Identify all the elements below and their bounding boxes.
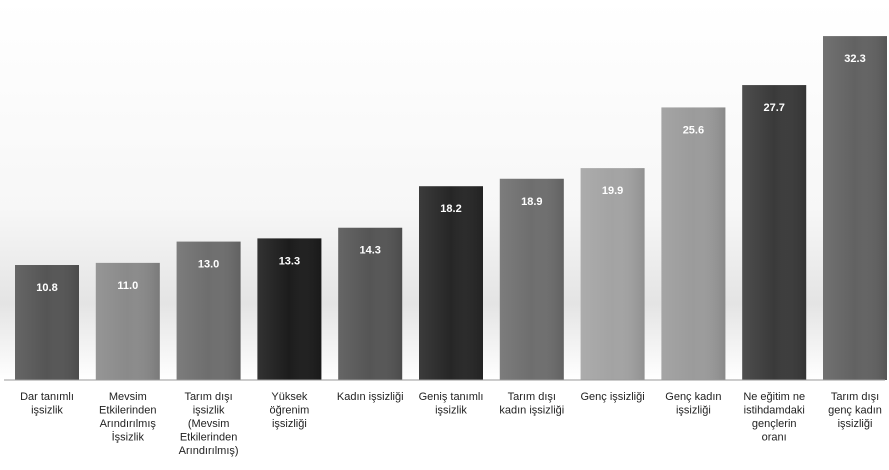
bar-group: 25.6 bbox=[661, 107, 726, 380]
bar-value-label: 10.8 bbox=[36, 282, 57, 294]
category-label-line: gençlerin bbox=[752, 418, 797, 430]
bar-shading bbox=[499, 178, 564, 380]
bar-group: 19.9 bbox=[580, 168, 645, 380]
category-label-line: Genç işsizliği bbox=[581, 391, 645, 403]
category-label-line: (Mevsim bbox=[188, 418, 230, 430]
bar-value-label: 11.0 bbox=[117, 280, 138, 292]
bar-group: 32.3 bbox=[823, 36, 887, 380]
bar-group: 14.3 bbox=[338, 227, 403, 380]
category-label-line: istihdamdaki bbox=[744, 405, 805, 417]
category-label-line: İşsizlik bbox=[112, 431, 145, 444]
bar-shading bbox=[176, 241, 241, 380]
bars-layer: 10.8 11.0 13.0 13.3 14.3 18.2 18.9 19.9 25.6 27.7… bbox=[15, 36, 887, 380]
category-label: Tarım dışı genç kadın işsizliği bbox=[828, 391, 882, 430]
bar-shading bbox=[419, 186, 483, 380]
bar-shading bbox=[580, 168, 645, 380]
category-label-line: oranı bbox=[762, 432, 787, 444]
bar-value-label: 19.9 bbox=[602, 185, 623, 197]
bar-group: 18.2 bbox=[419, 186, 483, 380]
category-label: Mevsim Etkilerinden Arındırılmış İşsizlik bbox=[99, 391, 156, 444]
category-label-line: işsizliği bbox=[838, 418, 873, 430]
bar-value-label: 18.9 bbox=[521, 196, 542, 208]
bar-shading bbox=[257, 238, 322, 380]
bar-group: 11.0 bbox=[95, 262, 160, 380]
category-label: Kadın işsizliği bbox=[337, 391, 404, 403]
category-label: Ne eğitim ne istihdamdaki gençlerin oranı bbox=[743, 391, 805, 444]
bar-value-label: 27.7 bbox=[763, 102, 784, 114]
bar-shading bbox=[742, 85, 807, 380]
bar-shading bbox=[823, 36, 887, 380]
category-label-line: Arındırılmış) bbox=[179, 445, 239, 457]
category-label-line: işsizliği bbox=[272, 418, 307, 430]
bar-value-label: 14.3 bbox=[359, 245, 380, 257]
category-label-line: Etkilerinden bbox=[99, 405, 156, 417]
category-label-line: Mevsim bbox=[109, 391, 147, 403]
bar-value-label: 18.2 bbox=[440, 203, 461, 215]
category-label-line: kadın işsizliği bbox=[499, 405, 564, 417]
bar-group: 18.9 bbox=[499, 178, 564, 380]
bar-shading bbox=[338, 227, 403, 380]
category-label-line: Geniş tanımlı bbox=[419, 391, 484, 403]
category-label-line: Etkilerinden bbox=[180, 432, 237, 444]
category-label: Tarım dışı kadın işsizliği bbox=[499, 391, 564, 417]
bar-shading bbox=[95, 262, 160, 380]
category-label-line: Genç kadın bbox=[665, 391, 721, 403]
category-label-line: Ne eğitim ne bbox=[743, 391, 805, 403]
bar-value-label: 13.0 bbox=[198, 259, 219, 271]
category-label-line: Dar tanımlı bbox=[20, 391, 74, 403]
category-label-line: Tarım dışı bbox=[831, 391, 879, 403]
bar-group: 10.8 bbox=[15, 265, 79, 380]
bar-shading bbox=[15, 265, 79, 380]
category-label: Yüksek öğrenim işsizliği bbox=[270, 391, 310, 430]
category-label-line: Kadın işsizliği bbox=[337, 391, 404, 403]
category-label-line: Tarım dışı bbox=[508, 391, 556, 403]
category-label: Geniş tanımlı işsizlik bbox=[419, 391, 484, 417]
category-label: Tarım dışı işsizlik (Mevsim Etkilerinden Arı… bbox=[179, 391, 239, 457]
category-label: Dar tanımlı işsizlik bbox=[20, 391, 74, 417]
bar-value-label: 25.6 bbox=[683, 124, 704, 136]
category-label-line: Tarım dışı bbox=[184, 391, 232, 403]
bar-value-label: 32.3 bbox=[844, 53, 865, 65]
category-label: Genç işsizliği bbox=[581, 391, 645, 403]
category-label-line: Yüksek bbox=[271, 391, 308, 403]
category-label-line: işsizlik bbox=[435, 405, 467, 417]
category-label-line: Arındırılmış bbox=[100, 418, 157, 430]
category-label-line: işsizlik bbox=[31, 405, 63, 417]
bar-group: 27.7 bbox=[742, 85, 807, 380]
bar-group: 13.3 bbox=[257, 238, 322, 380]
category-label-line: genç kadın bbox=[828, 405, 882, 417]
category-label-line: işsizliği bbox=[676, 405, 711, 417]
category-label: Genç kadın işsizliği bbox=[665, 391, 721, 417]
category-label-line: öğrenim bbox=[270, 405, 310, 417]
bar-value-label: 13.3 bbox=[279, 255, 300, 267]
category-label-line: işsizlik bbox=[193, 405, 225, 417]
bar-shading bbox=[661, 107, 726, 380]
bar-group: 13.0 bbox=[176, 241, 241, 380]
